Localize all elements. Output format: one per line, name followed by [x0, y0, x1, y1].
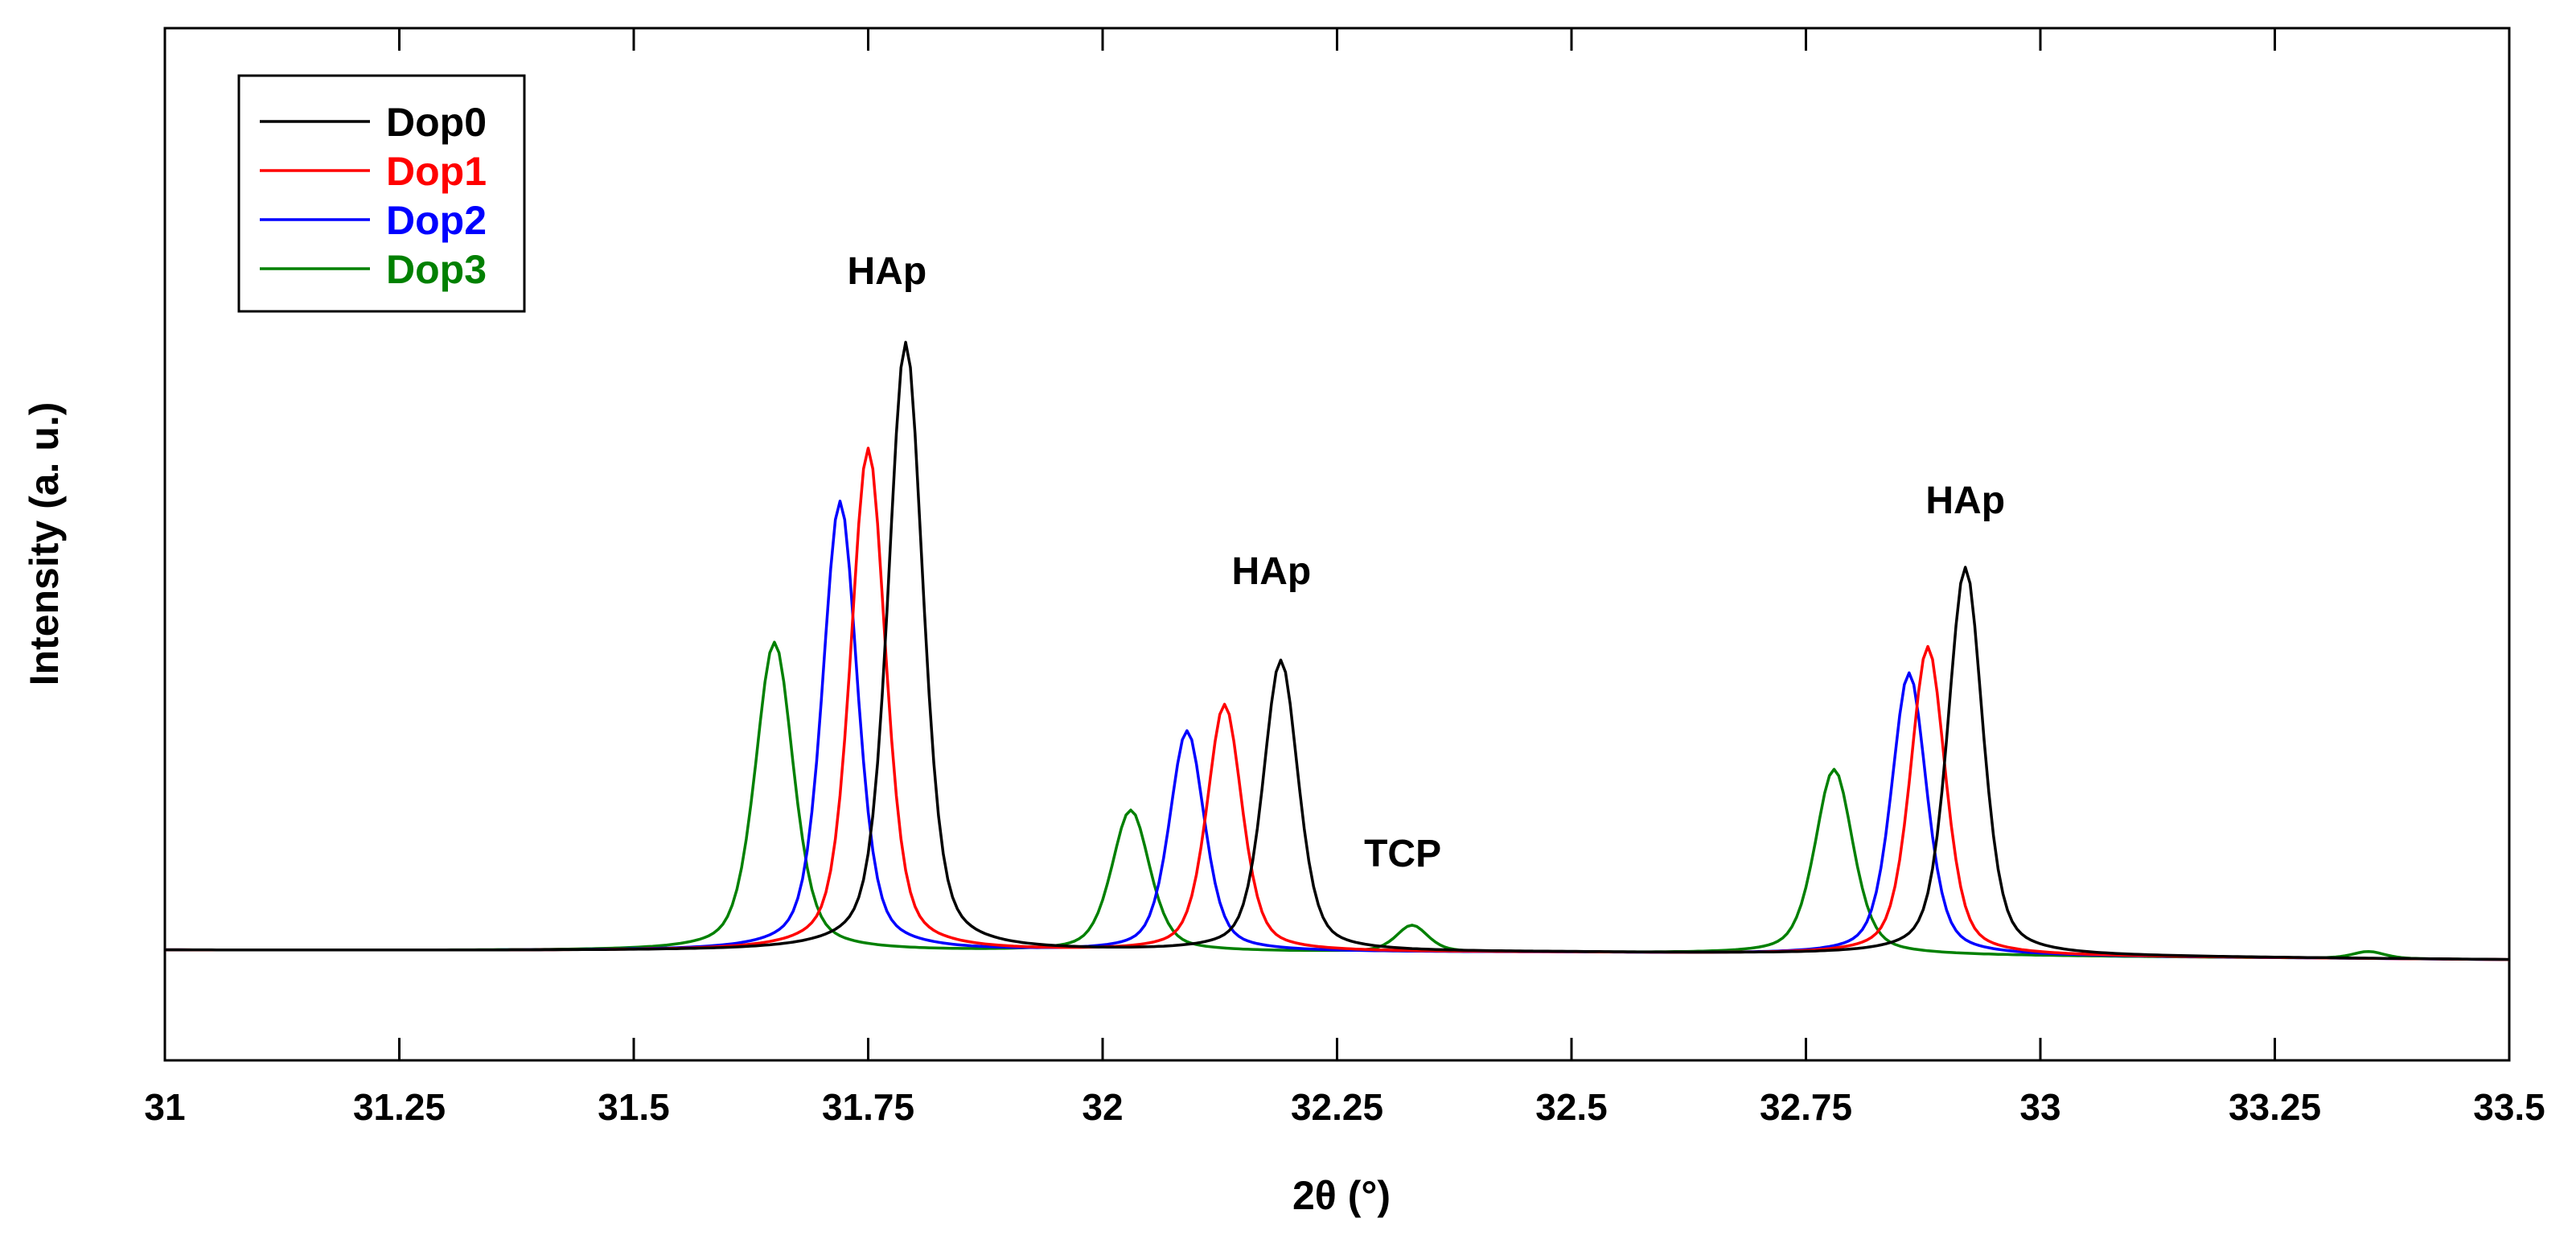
- x-tick-label: 33.25: [2229, 1086, 2321, 1128]
- legend-label-dop2: Dop2: [386, 198, 487, 243]
- legend-box: [237, 74, 526, 313]
- x-ticks: 31 31.25 31.5 31.75 32 32.25 32.5 32.75 33 33.25 3…: [144, 28, 2545, 1128]
- plot-area-frame: [163, 27, 2511, 1062]
- x-tick-label: 31.25: [353, 1086, 446, 1128]
- x-tick-label: 31.75: [822, 1086, 914, 1128]
- x-tick-label: 31: [144, 1086, 185, 1128]
- x-tick-label: 32.5: [1535, 1086, 1608, 1128]
- peak-annotations: HAp HAp HAp TCP: [847, 250, 2005, 875]
- x-axis-title: 2θ (°): [1292, 1173, 1391, 1218]
- peak-annotation-hap: HAp: [1232, 550, 1312, 593]
- peak-annotation-tcp: TCP: [1364, 833, 1441, 875]
- x-tick-label: 33: [2019, 1086, 2060, 1128]
- series-line-dop0: [165, 340, 2510, 961]
- legend-label-dop0: Dop0: [386, 100, 487, 145]
- x-tick-label: 33.5: [2473, 1086, 2545, 1128]
- x-tick-label: 32: [1082, 1086, 1123, 1128]
- x-tick-label: 31.5: [598, 1086, 670, 1128]
- x-tick-label: 32.75: [1760, 1086, 1852, 1128]
- legend-label-dop1: Dop1: [386, 149, 487, 194]
- peak-annotation-hap: HAp: [847, 250, 926, 293]
- x-tick-label: 32.25: [1291, 1086, 1383, 1128]
- y-axis-title: Intensity (a. u.): [22, 402, 67, 686]
- legend-label-dop3: Dop3: [386, 247, 487, 292]
- peak-annotation-hap: HAp: [1925, 479, 2005, 522]
- series-group: [165, 340, 2510, 961]
